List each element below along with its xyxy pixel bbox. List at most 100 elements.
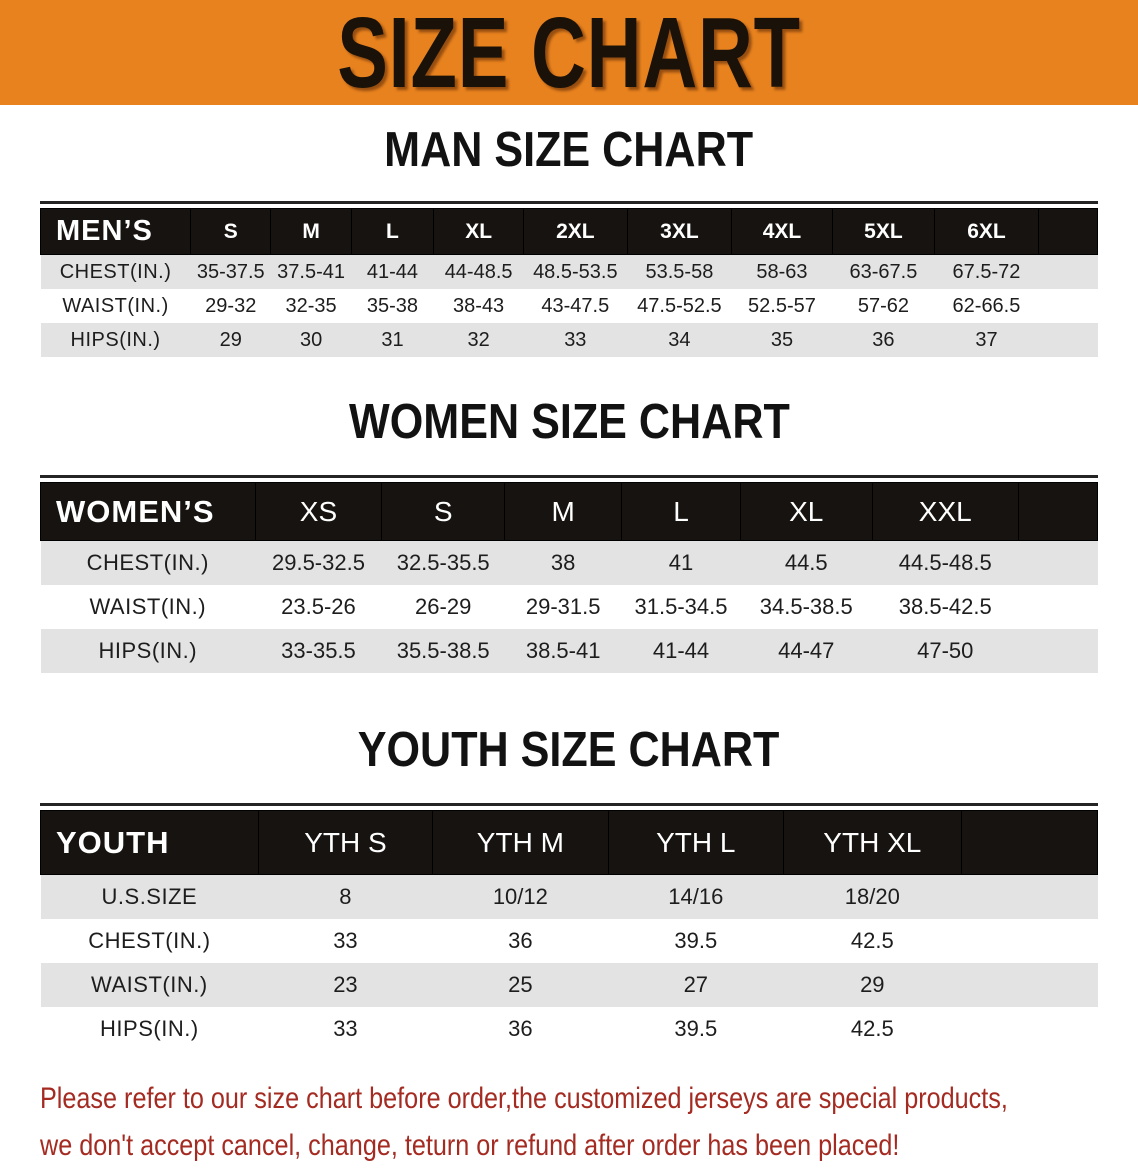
measurement-value: 57-62 (857, 294, 909, 317)
size-column-header: XXL (871, 482, 1019, 541)
measurement-value: 33-35.5 (281, 638, 356, 663)
measurement-value: 14/16 (668, 884, 724, 909)
size-column-header: 3XL (626, 208, 733, 255)
measurement-value: 34.5-38.5 (759, 594, 853, 619)
measurement-value: 41-44 (366, 260, 419, 283)
measurement-value: 27 (683, 972, 709, 997)
row-filler (961, 919, 1097, 963)
row-filler (961, 1007, 1097, 1051)
measurement-row: CHEST(IN.) 29.5-32.5 32.5-35.5 38 41 44.5 44.5… (40, 540, 1098, 585)
measurement-value: 32-35 (285, 294, 337, 317)
measurement-label: CHEST(IN.) (86, 550, 209, 575)
row-filler (1018, 629, 1097, 673)
measurement-value: 47-50 (917, 638, 974, 663)
size-column-header: YTH M (432, 810, 609, 875)
youth-size-chart-section: YOUTH SIZE CHART YOUTH YTH S YTH M YTH L YTH… (0, 725, 1138, 1051)
measurement-value: 67.5-72 (952, 260, 1021, 283)
measurement-row: HIPS(IN.) 33 36 39.5 42.5 (41, 1007, 1098, 1051)
measurement-value: 26-29 (415, 594, 472, 619)
size-column-header: 6XL (934, 208, 1039, 255)
disclaimer-line-1: Please refer to our size chart before or… (40, 1075, 1138, 1122)
measurement-value: 38.5-42.5 (898, 594, 992, 619)
measurement-value: 29-32 (205, 294, 257, 317)
table-title: YOUTH (40, 810, 259, 875)
measurement-value: 36 (508, 1016, 533, 1041)
measurement-value: 41 (668, 550, 694, 575)
measurement-row: WAIST(IN.) 23 25 27 29 (40, 963, 1098, 1007)
measurement-value: 38.5-41 (525, 638, 601, 663)
measurement-value: 38-43 (453, 294, 505, 317)
women-size-table: WOMEN’S XS S M L XL XXL CHEST(IN.) 29.5-32.5 32.5… (40, 482, 1099, 673)
measurement-value: 32 (467, 328, 490, 351)
measurement-label: WAIST(IN.) (89, 594, 207, 619)
size-column-header: S (190, 208, 272, 255)
women-size-table-wrap: WOMEN’S XS S M L XL XXL CHEST(IN.) 29.5-32.5 32.5… (40, 475, 1099, 673)
measurement-value: 35-37.5 (196, 260, 265, 283)
youth-size-chart-heading: YOUTH SIZE CHART (0, 725, 1138, 787)
header-filler (1037, 208, 1099, 255)
man-size-table: MEN’S S M L XL 2XL 3XL 4XL 5XL 6XL CHEST(IN.) 35-37… (39, 208, 1099, 357)
measurement-value: 29 (860, 972, 885, 997)
size-column-header: M (503, 482, 623, 541)
measurement-value: 39.5 (674, 928, 718, 953)
size-column-header: XS (254, 482, 383, 541)
measurement-row: HIPS(IN.) 29 30 31 32 33 34 35 36 37 (40, 323, 1098, 357)
measurement-row: WAIST(IN.) 23.5-26 26-29 29-31.5 31.5-34.5 34… (41, 585, 1098, 629)
measurement-label: U.S.SIZE (101, 884, 198, 909)
measurement-value: 10/12 (492, 884, 548, 909)
banner-title: SIZE CHART (337, 0, 801, 109)
measurement-label: WAIST(IN.) (91, 972, 208, 997)
size-header-row: WOMEN’S XS S M L XL XXL (40, 482, 1099, 541)
measurement-value: 44.5 (784, 550, 828, 575)
measurement-label: HIPS(IN.) (98, 638, 198, 663)
disclaimer: Please refer to our size chart before or… (40, 1075, 1138, 1169)
measurement-value: 48.5-53.5 (533, 260, 618, 283)
man-size-table-wrap: MEN’S S M L XL 2XL 3XL 4XL 5XL 6XL CHEST(IN.) 35-37… (39, 201, 1099, 357)
measurement-value: 52.5-57 (748, 294, 816, 317)
size-column-header: 5XL (831, 208, 936, 255)
measurement-row: CHEST(IN.) 35-37.5 37.5-41 41-44 44-48.5 48.5… (40, 254, 1098, 290)
row-filler (1018, 585, 1097, 629)
measurement-value: 34 (668, 328, 691, 351)
measurement-row: CHEST(IN.) 33 36 39.5 42.5 (41, 919, 1098, 963)
women-size-chart-heading-text: WOMEN SIZE CHART (348, 395, 790, 449)
size-header-row: MEN’S S M L XL 2XL 3XL 4XL 5XL 6XL (39, 208, 1099, 255)
size-column-header: 2XL (523, 208, 628, 255)
measurement-value: 35 (770, 328, 794, 351)
measurement-label: HIPS(IN.) (70, 328, 161, 351)
size-header-row: YOUTH YTH S YTH M YTH L YTH XL (40, 810, 1099, 875)
row-filler (961, 963, 1097, 1007)
size-column-header: S (381, 482, 505, 541)
youth-size-table-wrap: YOUTH YTH S YTH M YTH L YTH XL U.S.SIZE 8 10/12… (40, 803, 1099, 1051)
measurement-value: 38 (550, 550, 576, 575)
size-column-header: YTH S (257, 810, 434, 875)
measurement-value: 37 (975, 328, 998, 351)
row-filler (1038, 323, 1097, 357)
header-filler (1017, 482, 1099, 541)
measurement-value: 29-31.5 (525, 594, 601, 619)
disclaimer-line-2-text: we don't accept cancel, change, teturn o… (40, 1129, 900, 1162)
measurement-value: 18/20 (844, 884, 900, 909)
measurement-label: CHEST(IN.) (59, 260, 172, 283)
measurement-label: CHEST(IN.) (88, 928, 211, 953)
measurement-value: 31.5-34.5 (634, 594, 728, 619)
size-column-header: XL (433, 208, 525, 255)
measurement-value: 23 (333, 972, 358, 997)
size-column-header: 4XL (731, 208, 833, 255)
measurement-label: HIPS(IN.) (100, 1016, 199, 1041)
measurement-value: 43-47.5 (541, 294, 610, 317)
measurement-value: 23.5-26 (281, 594, 356, 619)
measurement-value: 58-63 (756, 260, 808, 283)
measurement-value: 36 (508, 928, 533, 953)
measurement-value: 35.5-38.5 (396, 638, 490, 663)
row-filler (1038, 255, 1097, 290)
measurement-value: 63-67.5 (849, 260, 918, 283)
measurement-value: 36 (872, 328, 895, 351)
size-column-header: M (270, 208, 352, 255)
measurement-value: 44.5-48.5 (898, 550, 992, 575)
measurement-value: 42.5 (850, 928, 894, 953)
measurement-value: 33 (564, 328, 587, 351)
row-filler (961, 875, 1097, 920)
measurement-value: 37.5-41 (277, 260, 345, 283)
measurement-value: 33 (333, 1016, 358, 1041)
